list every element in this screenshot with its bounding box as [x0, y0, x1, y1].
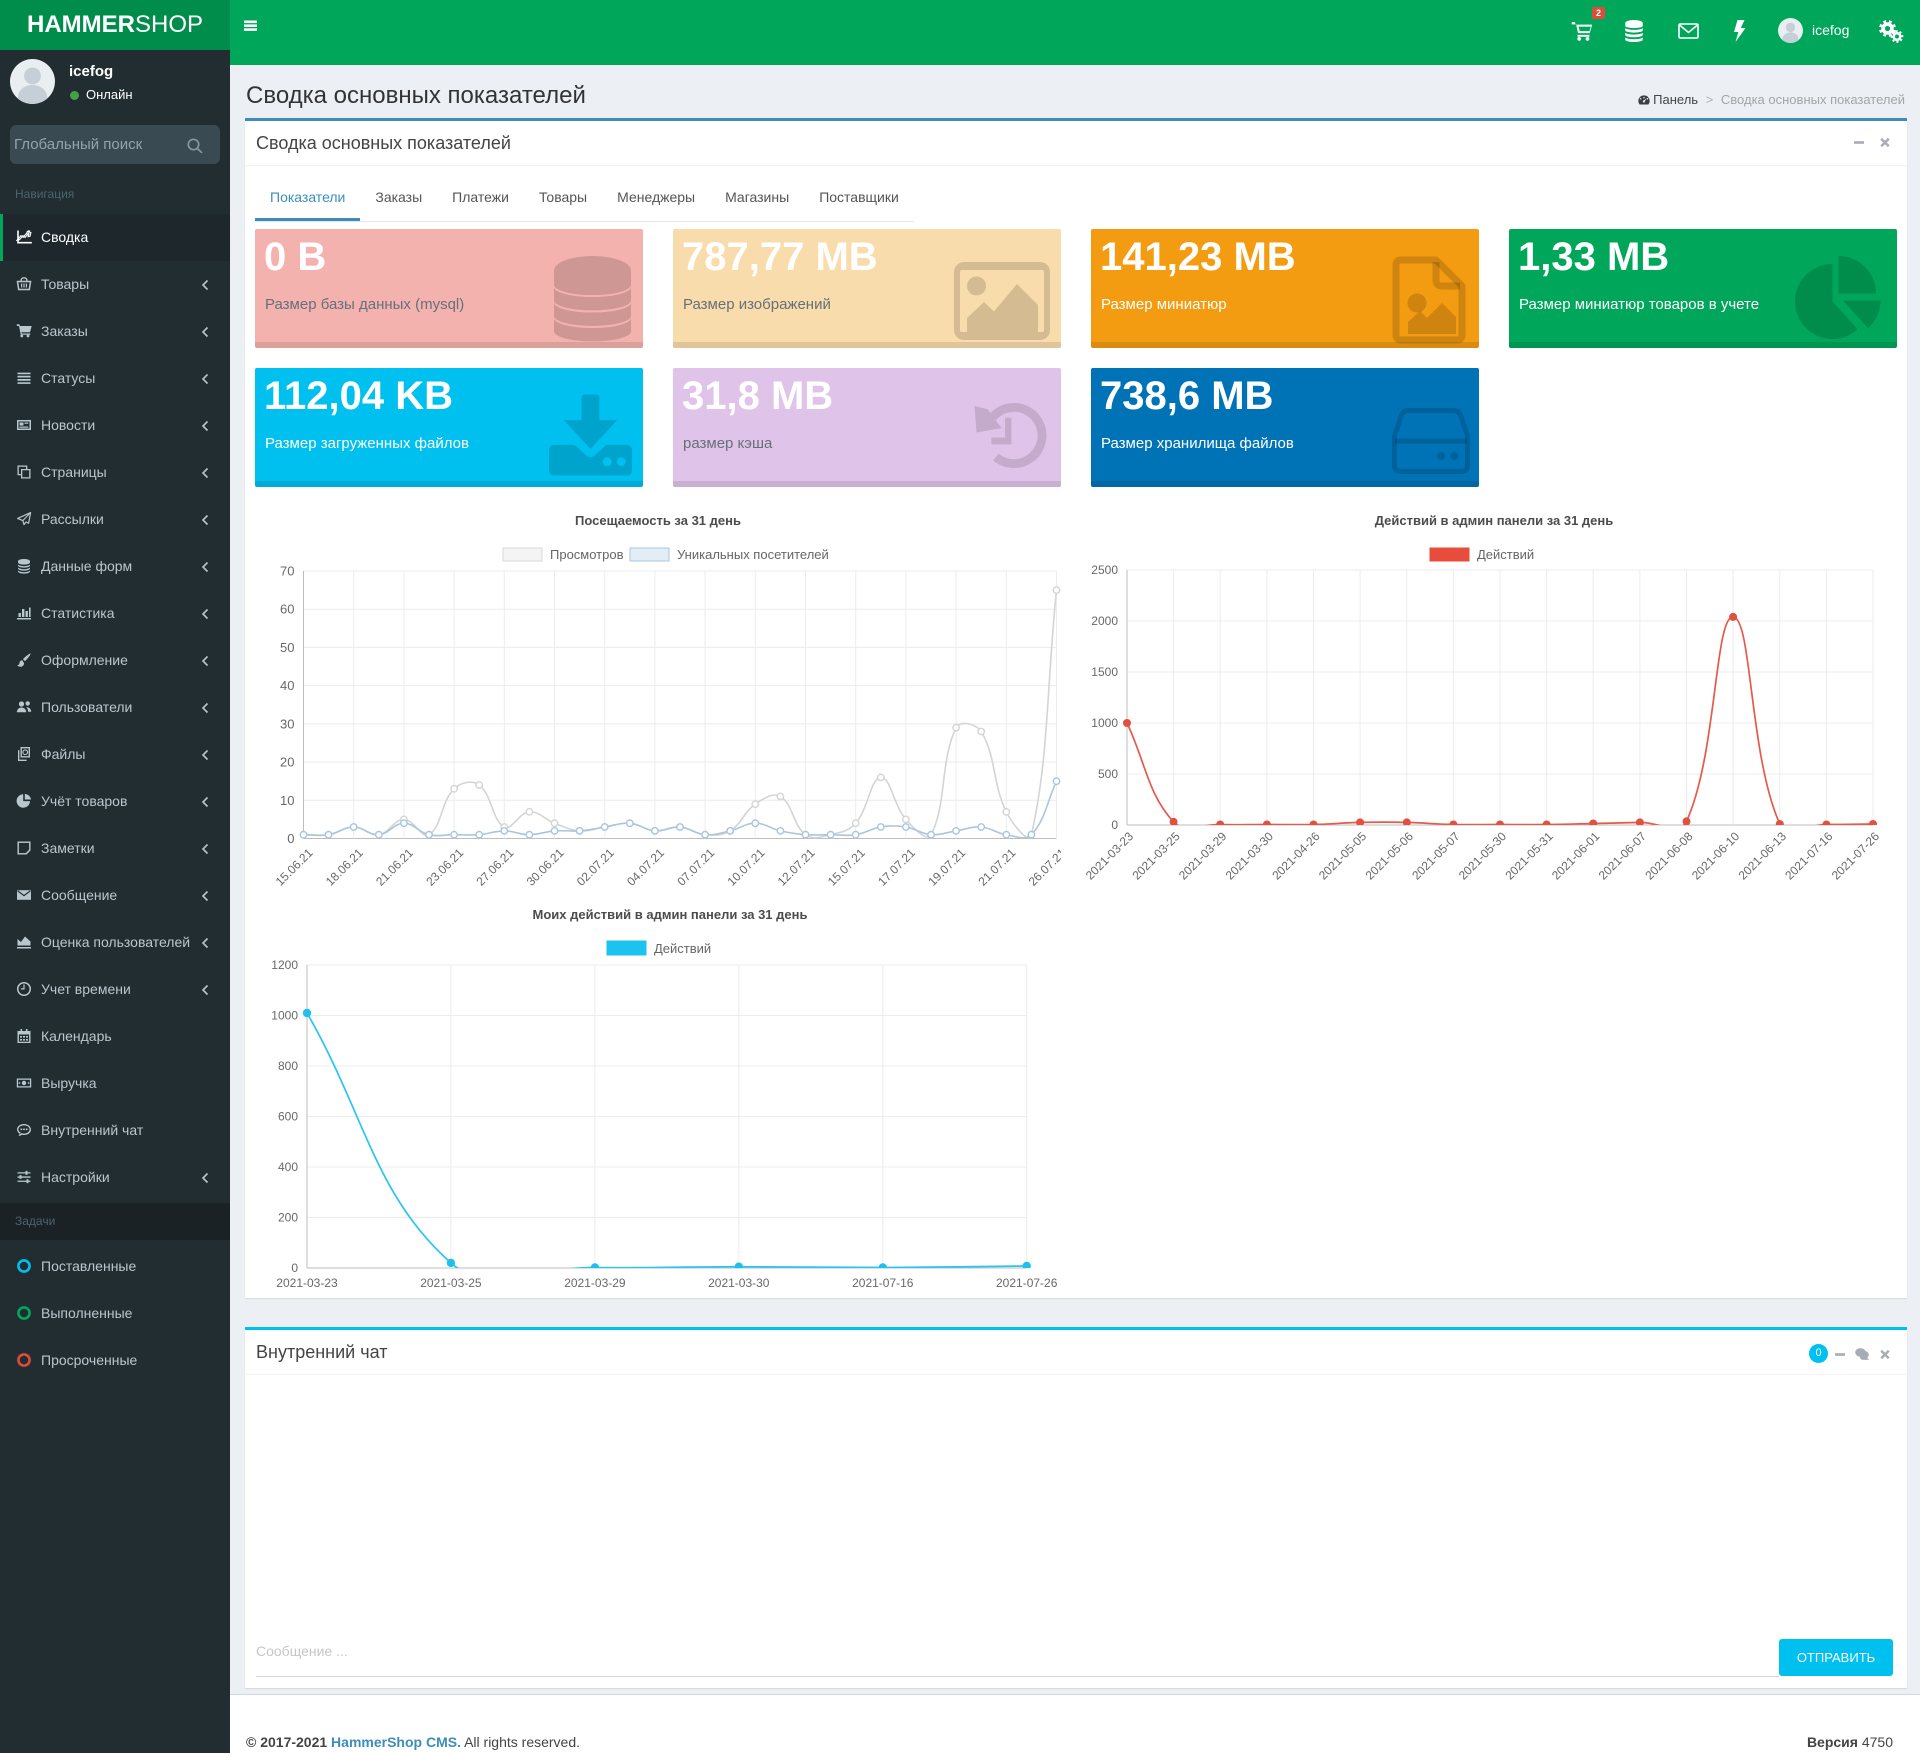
- svg-text:15.07.21: 15.07.21: [825, 845, 868, 888]
- svg-text:2500: 2500: [1091, 563, 1118, 577]
- svg-text:400: 400: [278, 1160, 298, 1174]
- svg-text:10: 10: [280, 793, 294, 808]
- svg-text:2021-06-10: 2021-06-10: [1689, 829, 1743, 883]
- svg-text:10.07.21: 10.07.21: [724, 845, 767, 888]
- svg-text:0: 0: [287, 831, 294, 846]
- svg-text:2021-05-07: 2021-05-07: [1409, 829, 1463, 883]
- svg-text:60: 60: [280, 602, 294, 617]
- svg-text:2000: 2000: [1091, 614, 1118, 628]
- svg-text:500: 500: [1098, 767, 1118, 781]
- svg-text:19.07.21: 19.07.21: [925, 845, 968, 888]
- svg-text:800: 800: [278, 1059, 298, 1073]
- svg-text:12.07.21: 12.07.21: [775, 845, 818, 888]
- svg-text:02.07.21: 02.07.21: [574, 845, 617, 888]
- svg-text:Моих действий в админ панели з: Моих действий в админ панели за 31 день: [533, 907, 808, 922]
- svg-text:21.07.21: 21.07.21: [975, 845, 1018, 888]
- svg-text:2021-03-30: 2021-03-30: [1223, 829, 1277, 883]
- svg-text:200: 200: [278, 1211, 298, 1225]
- svg-text:18.06.21: 18.06.21: [323, 845, 366, 888]
- svg-text:2021-05-06: 2021-05-06: [1363, 829, 1417, 883]
- svg-text:Посещаемость за 31 день: Посещаемость за 31 день: [575, 513, 741, 528]
- svg-text:40: 40: [280, 678, 294, 693]
- svg-text:30.06.21: 30.06.21: [524, 845, 567, 888]
- svg-text:1200: 1200: [271, 958, 298, 972]
- svg-text:2021-05-05: 2021-05-05: [1316, 829, 1370, 883]
- svg-text:Действий: Действий: [1477, 547, 1534, 562]
- svg-text:Действий в админ панели за 31: Действий в админ панели за 31 день: [1375, 513, 1614, 528]
- svg-text:2021-05-30: 2021-05-30: [1456, 829, 1510, 883]
- svg-text:04.07.21: 04.07.21: [624, 845, 667, 888]
- svg-text:23.06.21: 23.06.21: [423, 845, 466, 888]
- svg-text:2021-03-23: 2021-03-23: [1083, 829, 1137, 883]
- svg-text:2021-03-29: 2021-03-29: [1176, 829, 1230, 883]
- svg-text:2021-03-25: 2021-03-25: [420, 1276, 482, 1290]
- svg-text:600: 600: [278, 1110, 298, 1124]
- svg-text:2021-03-29: 2021-03-29: [564, 1276, 626, 1290]
- svg-text:07.07.21: 07.07.21: [674, 845, 717, 888]
- svg-text:2021-05-31: 2021-05-31: [1502, 829, 1556, 883]
- svg-text:27.06.21: 27.06.21: [473, 845, 516, 888]
- svg-text:2021-04-26: 2021-04-26: [1269, 829, 1323, 883]
- svg-text:Уникальных посетителей: Уникальных посетителей: [677, 547, 829, 562]
- svg-text:2021-06-08: 2021-06-08: [1642, 829, 1696, 883]
- svg-text:2021-03-23: 2021-03-23: [276, 1276, 338, 1290]
- svg-text:70: 70: [280, 564, 294, 579]
- svg-text:1000: 1000: [271, 1009, 298, 1023]
- svg-text:20: 20: [280, 755, 294, 770]
- svg-text:2021-03-30: 2021-03-30: [708, 1276, 770, 1290]
- svg-text:2021-07-16: 2021-07-16: [852, 1276, 914, 1290]
- svg-text:2021-06-01: 2021-06-01: [1549, 829, 1603, 883]
- svg-text:2021-07-16: 2021-07-16: [1782, 829, 1836, 883]
- svg-text:30: 30: [280, 716, 294, 731]
- svg-text:2021-06-07: 2021-06-07: [1596, 829, 1650, 883]
- svg-text:0: 0: [291, 1261, 298, 1275]
- svg-text:50: 50: [280, 640, 294, 655]
- svg-text:2021-07-26: 2021-07-26: [996, 1276, 1058, 1290]
- svg-text:2021-06-13: 2021-06-13: [1736, 829, 1790, 883]
- svg-text:15.06.21: 15.06.21: [273, 845, 316, 888]
- svg-text:1000: 1000: [1091, 716, 1118, 730]
- svg-text:1500: 1500: [1091, 665, 1118, 679]
- svg-text:2021-03-25: 2021-03-25: [1129, 829, 1183, 883]
- svg-text:2021-07-26: 2021-07-26: [1829, 829, 1883, 883]
- svg-text:Действий: Действий: [654, 941, 711, 956]
- svg-text:26.07.21: 26.07.21: [1026, 845, 1061, 888]
- svg-text:21.06.21: 21.06.21: [373, 845, 416, 888]
- svg-text:0: 0: [1111, 818, 1118, 832]
- svg-text:Просмотров: Просмотров: [550, 547, 624, 562]
- svg-text:17.07.21: 17.07.21: [875, 845, 918, 888]
